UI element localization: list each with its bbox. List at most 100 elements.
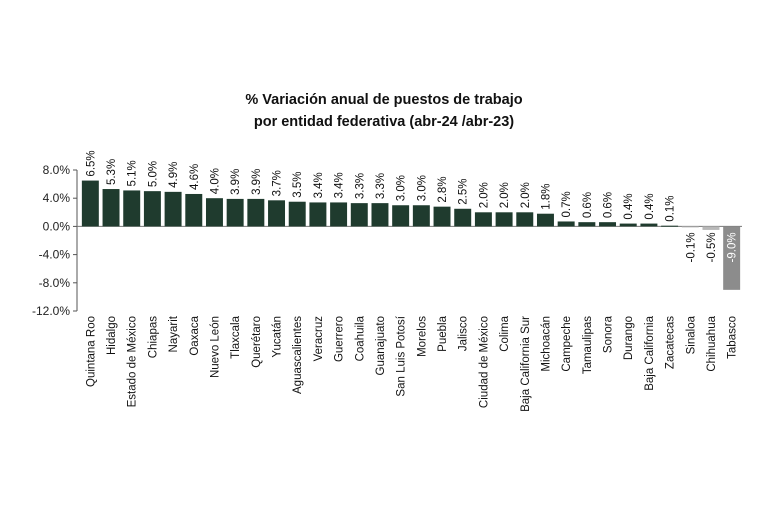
data-label: 2.5%: [458, 179, 470, 205]
data-label: 0.6%: [603, 192, 615, 218]
bar: [619, 223, 637, 227]
bar: [516, 212, 534, 227]
category-label: Ciudad de México: [478, 316, 490, 408]
category-label: Tlaxcala: [230, 315, 242, 358]
data-label: 0.1%: [665, 195, 677, 221]
bar: [723, 226, 741, 290]
data-label: 3.3%: [375, 173, 387, 199]
bar: [495, 212, 513, 227]
bar: [681, 226, 699, 228]
bar: [454, 208, 472, 227]
data-label: 0.6%: [582, 192, 594, 218]
category-label: Morelos: [416, 316, 428, 357]
y-tick-label: -12.0%: [32, 304, 70, 318]
bar: [599, 222, 617, 227]
bar: [226, 198, 244, 227]
bar: [557, 221, 575, 227]
category-label: Tamaulipas: [582, 316, 594, 374]
bar: [268, 200, 286, 227]
bar: [578, 222, 596, 227]
bar: [661, 225, 679, 227]
category-label: Aguascalientes: [292, 316, 304, 394]
data-label: 3.4%: [334, 172, 346, 198]
bar: [392, 205, 410, 227]
category-label: Michoacán: [540, 316, 552, 372]
category-label: Puebla: [437, 315, 449, 351]
bar: [412, 205, 430, 227]
data-label: 5.3%: [106, 159, 118, 185]
y-tick-label: -4.0%: [39, 248, 71, 262]
category-label: Guerrero: [334, 316, 346, 362]
bar: [474, 212, 492, 227]
chart-subtitle: por entidad federativa (abr-24 /abr-23): [253, 114, 515, 130]
data-label: 3.3%: [354, 173, 366, 199]
y-tick-label: -8.0%: [39, 276, 71, 290]
category-label: Hidalgo: [106, 316, 118, 355]
data-label: 4.6%: [189, 164, 201, 190]
data-label: 2.8%: [437, 176, 449, 202]
category-label: Guanajuato: [375, 316, 387, 375]
data-label: 3.9%: [230, 169, 242, 195]
category-label: Nuevo León: [209, 316, 221, 378]
bar: [123, 190, 141, 227]
bar: [247, 198, 265, 227]
bar: [309, 202, 327, 227]
category-label: San Luis Potosí: [396, 315, 408, 396]
data-label: 3.5%: [292, 172, 304, 198]
y-tick-label: 0.0%: [43, 219, 71, 233]
category-label: Sinaloa: [685, 315, 697, 354]
data-label: -0.1%: [685, 232, 697, 262]
bar: [81, 180, 99, 227]
data-label: 6.5%: [85, 150, 97, 176]
data-label: 4.9%: [168, 162, 180, 188]
category-label: Zacatecas: [665, 316, 677, 369]
data-label: 2.0%: [478, 182, 490, 208]
data-label: 5.0%: [147, 161, 159, 187]
bar: [640, 223, 658, 227]
category-label: Campeche: [561, 316, 573, 372]
bar: [185, 193, 203, 227]
category-label: Baja California Sur: [520, 316, 532, 412]
data-label: 2.0%: [499, 182, 511, 208]
category-label: Nayarit: [168, 315, 180, 352]
category-label: Veracruz: [313, 316, 325, 362]
category-label: Chihuahua: [706, 315, 718, 371]
category-label: Baja California: [644, 315, 656, 390]
category-label: Colima: [499, 315, 511, 351]
bar: [536, 213, 554, 227]
data-label: -9.0%: [727, 232, 739, 262]
bar: [205, 198, 223, 227]
data-label: 3.9%: [251, 169, 263, 195]
category-label: Oaxaca: [189, 315, 201, 355]
bar: [330, 202, 348, 227]
data-label: -0.5%: [706, 232, 718, 262]
bar: [164, 191, 182, 227]
y-tick-label: 8.0%: [43, 163, 71, 177]
category-label: Estado de México: [127, 316, 139, 407]
category-label: Durango: [623, 316, 635, 360]
data-label: 4.0%: [209, 168, 221, 194]
data-label: 2.0%: [520, 182, 532, 208]
bar: [702, 226, 720, 230]
bar: [143, 191, 161, 227]
data-label: 1.8%: [540, 183, 552, 209]
category-label: Chiapas: [147, 316, 159, 358]
category-label: Yucatán: [272, 316, 284, 358]
y-tick-label: 4.0%: [43, 191, 71, 205]
data-label: 3.7%: [272, 170, 284, 196]
data-label: 3.4%: [313, 172, 325, 198]
bar: [350, 203, 368, 227]
bar: [102, 189, 120, 227]
data-label: 0.4%: [644, 193, 656, 219]
data-label: 3.0%: [416, 175, 428, 201]
category-label: Tabasco: [727, 316, 739, 359]
category-label: Quintana Roo: [85, 316, 97, 387]
bar: [288, 201, 306, 227]
category-label: Sonora: [603, 315, 615, 353]
chart-title: % Variación anual de puestos de trabajo: [245, 92, 523, 108]
bar: [433, 206, 451, 227]
data-label: 5.1%: [127, 160, 139, 186]
category-label: Coahuila: [354, 315, 366, 361]
category-label: Querétaro: [251, 316, 263, 368]
